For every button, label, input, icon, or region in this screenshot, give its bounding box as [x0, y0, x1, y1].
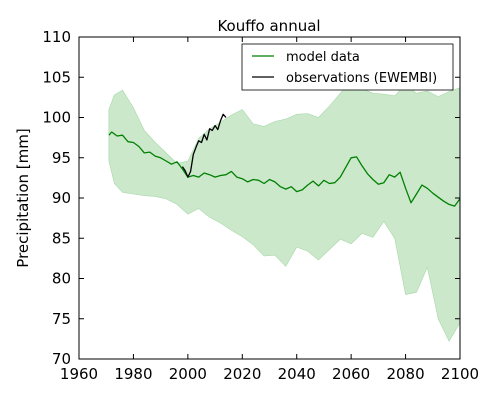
- y-tick-label: 95: [52, 149, 71, 167]
- series-lines-layer: [108, 113, 461, 207]
- y-tick-label: 90: [52, 189, 71, 207]
- x-tick-label: 2000: [169, 365, 207, 383]
- y-tick-label: 70: [52, 350, 71, 368]
- y-axis-ticks: 70 75 80 85 90 95 100 105 110: [42, 28, 460, 368]
- y-tick-label: 110: [42, 28, 71, 46]
- legend: model data observations (EWEMBI): [241, 43, 454, 91]
- y-tick-label: 80: [52, 270, 71, 288]
- y-tick-label: 75: [52, 310, 71, 328]
- x-tick-label: 1980: [114, 365, 152, 383]
- observations-line: [181, 113, 227, 178]
- x-tick-label: 1960: [60, 365, 98, 383]
- x-axis-ticks: 1960 1980 2000 2020 2040 2060 2080 2100: [60, 37, 479, 383]
- x-tick-label: 2060: [332, 365, 370, 383]
- x-tick-label: 2080: [386, 365, 424, 383]
- model-range-band-layer: [108, 80, 461, 342]
- legend-model-label: model data: [286, 50, 360, 65]
- legend-observations-label: observations (EWEMBI): [286, 71, 437, 86]
- legend-box: [241, 43, 454, 91]
- model-data-line: [108, 131, 461, 207]
- x-tick-label: 2040: [278, 365, 316, 383]
- chart-title: Kouffo annual: [217, 17, 320, 35]
- x-tick-label: 2100: [441, 365, 479, 383]
- model-range-band: [108, 80, 461, 342]
- y-tick-label: 85: [52, 229, 71, 247]
- y-tick-label: 100: [42, 109, 71, 127]
- y-axis-label: Precipitation [mm]: [14, 128, 32, 267]
- y-tick-label: 105: [42, 68, 71, 86]
- x-tick-label: 2020: [223, 365, 261, 383]
